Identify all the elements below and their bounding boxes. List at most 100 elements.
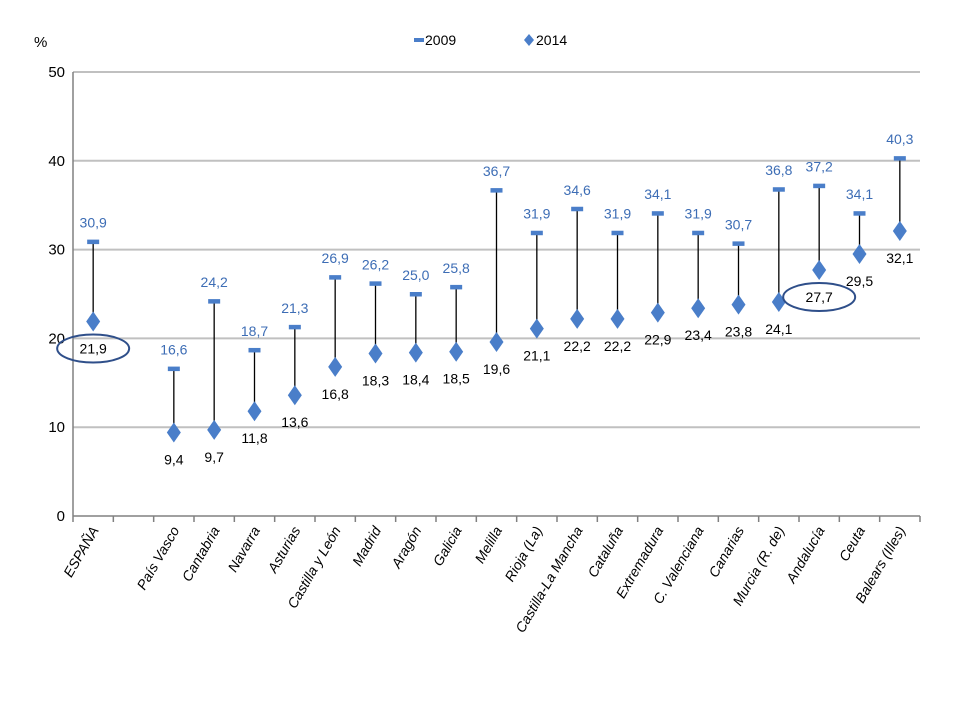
highlight-ellipses xyxy=(56,282,857,364)
label-2009: 21,3 xyxy=(281,300,308,316)
marker-2009 xyxy=(772,187,785,192)
label-2009: 31,9 xyxy=(523,206,550,222)
legend-label-2014: 2014 xyxy=(536,32,567,48)
marker-2014 xyxy=(892,220,907,241)
label-2014: 24,1 xyxy=(765,321,792,337)
marker-2014 xyxy=(852,244,867,265)
legend-label-2009: 2009 xyxy=(425,32,456,48)
label-2014: 23,4 xyxy=(685,327,712,343)
label-2014: 27,7 xyxy=(806,289,833,305)
label-2014: 21,1 xyxy=(523,348,550,364)
y-tick-label: 20 xyxy=(48,330,65,347)
category-label: Andalucía xyxy=(782,523,828,586)
label-2014: 16,8 xyxy=(322,386,349,402)
label-2014: 22,2 xyxy=(564,338,591,354)
label-2014: 9,4 xyxy=(164,452,184,468)
y-axis-label: % xyxy=(34,34,47,51)
label-2009: 31,9 xyxy=(685,206,712,222)
marker-2014 xyxy=(287,385,302,406)
y-tick-label: 10 xyxy=(48,419,65,436)
marker-2009 xyxy=(651,211,664,216)
category-label: País Vasco xyxy=(133,523,182,592)
label-2009: 18,7 xyxy=(241,323,268,339)
label-2014: 19,6 xyxy=(483,361,510,377)
label-2009: 34,6 xyxy=(564,182,591,198)
marker-2014 xyxy=(449,341,464,362)
data-labels: 30,9 21,9 16,6 9,4 24,2 9,7 18,7 11,8 21,3 13,6 26… xyxy=(80,131,914,467)
legend-marker-2009 xyxy=(414,38,424,42)
label-2014: 22,9 xyxy=(644,332,671,348)
marker-2009 xyxy=(853,211,866,216)
label-2009: 25,0 xyxy=(402,267,429,283)
y-tick-labels: 0 10 20 30 40 50 xyxy=(48,64,65,525)
marker-2014 xyxy=(489,331,504,352)
label-2009: 36,8 xyxy=(765,162,792,178)
category-label: Melilla xyxy=(471,523,505,566)
marker-2014 xyxy=(529,318,544,339)
marker-2009 xyxy=(732,241,745,246)
label-2014: 29,5 xyxy=(846,273,873,289)
category-label: Navarra xyxy=(224,523,263,574)
marker-2014 xyxy=(731,294,746,315)
label-2009: 34,1 xyxy=(644,186,671,202)
y-tick-label: 40 xyxy=(48,153,65,170)
label-2014: 22,2 xyxy=(604,338,631,354)
marker-2014 xyxy=(368,343,383,364)
label-2009: 25,8 xyxy=(443,260,470,276)
label-2014: 9,7 xyxy=(204,449,224,465)
marker-2014 xyxy=(691,298,706,319)
marker-2009 xyxy=(813,183,826,189)
marker-2009 xyxy=(87,239,100,245)
category-label: Canarias xyxy=(705,524,747,581)
category-label: Ceuta xyxy=(836,523,869,564)
marker-2014 xyxy=(650,302,665,323)
label-2014: 21,9 xyxy=(80,341,107,357)
label-2009: 30,7 xyxy=(725,216,752,232)
category-label: Asturias xyxy=(264,524,304,577)
label-2014: 32,1 xyxy=(886,250,913,266)
label-2014: 18,5 xyxy=(443,371,470,387)
marker-2009 xyxy=(409,292,422,297)
marker-2014 xyxy=(408,342,423,363)
marker-2009 xyxy=(450,284,463,290)
marker-2014 xyxy=(86,311,101,332)
highlight-ellipse xyxy=(782,282,857,313)
marker-2014 xyxy=(328,356,343,377)
marker-2009 xyxy=(167,366,180,372)
marker-2009 xyxy=(530,230,543,236)
label-2009: 16,6 xyxy=(160,342,187,358)
label-2014: 13,6 xyxy=(281,414,308,430)
y-tick-label: 30 xyxy=(48,242,65,259)
label-2009: 24,2 xyxy=(201,274,228,290)
category-label: Cantabria xyxy=(179,523,223,584)
y-tick-label: 50 xyxy=(48,64,65,81)
label-2014: 11,8 xyxy=(241,430,267,446)
marker-2009 xyxy=(611,230,624,236)
marker-2014 xyxy=(247,401,262,422)
marker-2014 xyxy=(570,308,585,329)
category-label: ESPAÑA xyxy=(60,524,102,580)
axes xyxy=(72,72,921,522)
marker-2009 xyxy=(692,230,705,236)
category-label: Aragón xyxy=(387,523,424,571)
marker-2009 xyxy=(248,347,261,353)
label-2009: 31,9 xyxy=(604,206,631,222)
marker-2014 xyxy=(812,260,827,281)
marker-2014 xyxy=(207,419,222,440)
highlight-ellipse xyxy=(56,333,131,364)
range-lines xyxy=(92,158,901,433)
label-2009: 34,1 xyxy=(846,186,873,202)
marker-2009 xyxy=(490,188,503,193)
label-2014: 18,3 xyxy=(362,372,389,388)
marker-2009 xyxy=(571,206,584,212)
label-2014: 18,4 xyxy=(402,372,429,388)
label-2009: 30,9 xyxy=(80,215,107,231)
category-label: Madrid xyxy=(349,522,385,568)
label-2009: 26,2 xyxy=(362,256,389,272)
legend: 2009 2014 xyxy=(414,32,567,48)
series-2009-marks xyxy=(87,156,906,372)
marker-2014 xyxy=(610,308,625,329)
label-2009: 37,2 xyxy=(806,159,833,175)
